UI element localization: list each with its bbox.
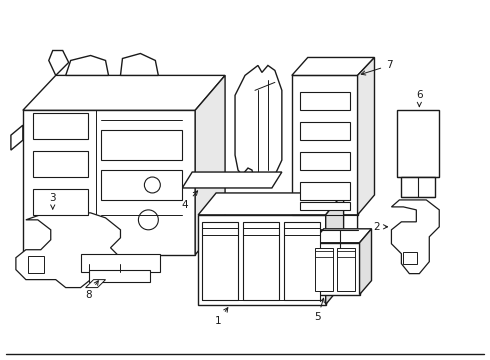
Polygon shape [28,256,44,273]
Polygon shape [292,215,358,248]
Polygon shape [23,110,195,255]
Text: 8: 8 [85,281,98,300]
Polygon shape [358,58,374,215]
Polygon shape [11,125,23,150]
Polygon shape [235,66,282,185]
Bar [300,122,349,140]
Text: 5: 5 [315,298,324,323]
Bar [337,248,355,291]
Polygon shape [292,230,358,245]
Bar [243,222,279,300]
Polygon shape [403,252,417,264]
Polygon shape [292,58,374,75]
Bar [397,110,439,177]
Polygon shape [312,229,371,243]
Circle shape [138,210,158,230]
Bar [300,92,349,110]
Polygon shape [23,75,225,110]
Bar [100,170,182,200]
Bar [81,254,160,272]
Bar [100,130,182,160]
Polygon shape [182,172,282,188]
Polygon shape [195,75,225,255]
Polygon shape [401,177,435,197]
Polygon shape [360,229,371,294]
Text: 7: 7 [361,60,393,75]
Polygon shape [198,193,343,215]
Polygon shape [121,54,158,75]
Bar [284,222,319,300]
Bar [33,113,88,139]
Polygon shape [16,213,121,288]
Bar [202,222,238,300]
Text: 6: 6 [416,90,423,107]
Bar [300,202,349,210]
Polygon shape [292,75,358,215]
Polygon shape [49,50,69,75]
Bar [300,152,349,170]
Polygon shape [86,280,105,288]
Text: 4: 4 [182,191,197,210]
Text: 3: 3 [49,193,56,209]
Text: 2: 2 [373,222,388,232]
Circle shape [145,177,160,193]
Polygon shape [326,193,343,305]
Polygon shape [66,55,108,75]
Bar [300,182,349,200]
Text: 1: 1 [215,308,228,327]
Bar [33,189,88,215]
Polygon shape [392,200,439,274]
Bar [89,270,150,282]
Bar [315,248,333,291]
Bar [33,151,88,177]
Bar [198,215,326,305]
Bar [312,243,360,294]
